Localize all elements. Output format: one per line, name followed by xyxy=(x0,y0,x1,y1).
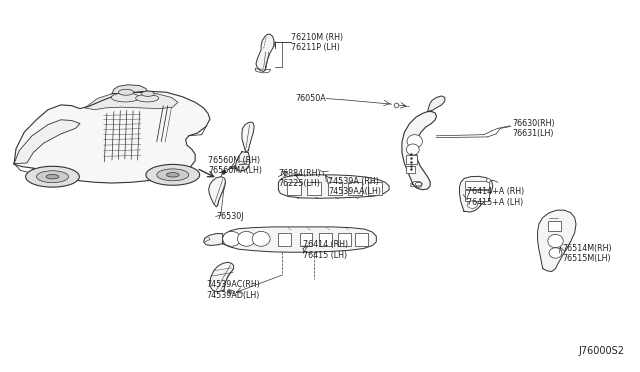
Ellipse shape xyxy=(136,94,159,102)
Text: 74539AC(RH)
74539AD(LH): 74539AC(RH) 74539AD(LH) xyxy=(206,280,260,300)
Polygon shape xyxy=(538,210,576,272)
Text: 74539A (RH)
74539AA(LH): 74539A (RH) 74539AA(LH) xyxy=(328,177,381,196)
Polygon shape xyxy=(204,234,223,246)
Bar xyxy=(406,155,417,164)
Ellipse shape xyxy=(141,91,154,96)
Polygon shape xyxy=(85,92,178,110)
Bar xyxy=(319,233,332,246)
Bar xyxy=(300,233,312,246)
Polygon shape xyxy=(242,122,254,152)
Text: 76210M (RH)
76211P (LH): 76210M (RH) 76211P (LH) xyxy=(291,33,343,52)
Ellipse shape xyxy=(111,93,140,102)
Polygon shape xyxy=(14,91,210,183)
Text: 76414 (RH)
76415 (LH): 76414 (RH) 76415 (LH) xyxy=(303,240,348,260)
Polygon shape xyxy=(210,262,234,292)
Polygon shape xyxy=(256,34,274,71)
Polygon shape xyxy=(460,176,493,212)
Polygon shape xyxy=(209,177,225,207)
Ellipse shape xyxy=(548,234,563,248)
Bar xyxy=(465,181,489,189)
Ellipse shape xyxy=(146,164,200,185)
Polygon shape xyxy=(428,96,445,112)
Ellipse shape xyxy=(157,169,189,181)
Ellipse shape xyxy=(252,231,270,246)
Text: 76050A: 76050A xyxy=(296,94,326,103)
Text: 76560M (RH)
76560MA(LH): 76560M (RH) 76560MA(LH) xyxy=(208,156,262,175)
Polygon shape xyxy=(402,112,436,190)
Ellipse shape xyxy=(26,166,79,187)
Polygon shape xyxy=(112,85,147,94)
Bar xyxy=(406,166,415,173)
Bar xyxy=(287,182,301,195)
Text: 76514M(RH)
76515M(LH): 76514M(RH) 76515M(LH) xyxy=(562,244,612,263)
Text: 76414+A (RH)
76415+A (LH): 76414+A (RH) 76415+A (LH) xyxy=(467,187,524,207)
Bar xyxy=(355,233,368,246)
Bar xyxy=(328,182,342,195)
Ellipse shape xyxy=(415,182,422,186)
Text: J76000S2: J76000S2 xyxy=(578,346,624,356)
Bar xyxy=(465,190,489,201)
Bar xyxy=(368,182,382,195)
Ellipse shape xyxy=(223,231,241,246)
Bar xyxy=(278,233,291,246)
Ellipse shape xyxy=(46,174,59,179)
Bar xyxy=(307,182,321,195)
Ellipse shape xyxy=(467,201,477,208)
Polygon shape xyxy=(14,120,80,164)
Ellipse shape xyxy=(118,89,134,95)
Bar xyxy=(348,182,362,195)
Ellipse shape xyxy=(407,135,422,148)
Polygon shape xyxy=(223,227,376,252)
Bar xyxy=(338,233,351,246)
Ellipse shape xyxy=(166,173,179,177)
Polygon shape xyxy=(236,152,250,171)
Text: 76630(RH)
76631(LH): 76630(RH) 76631(LH) xyxy=(512,119,555,138)
Ellipse shape xyxy=(36,171,68,183)
Ellipse shape xyxy=(549,248,562,258)
Bar xyxy=(548,221,561,231)
Ellipse shape xyxy=(237,231,255,246)
Text: 76530J: 76530J xyxy=(216,212,244,221)
Ellipse shape xyxy=(406,144,419,155)
Text: 76884(RH)
76225(LH): 76884(RH) 76225(LH) xyxy=(278,169,321,188)
Polygon shape xyxy=(278,175,389,198)
